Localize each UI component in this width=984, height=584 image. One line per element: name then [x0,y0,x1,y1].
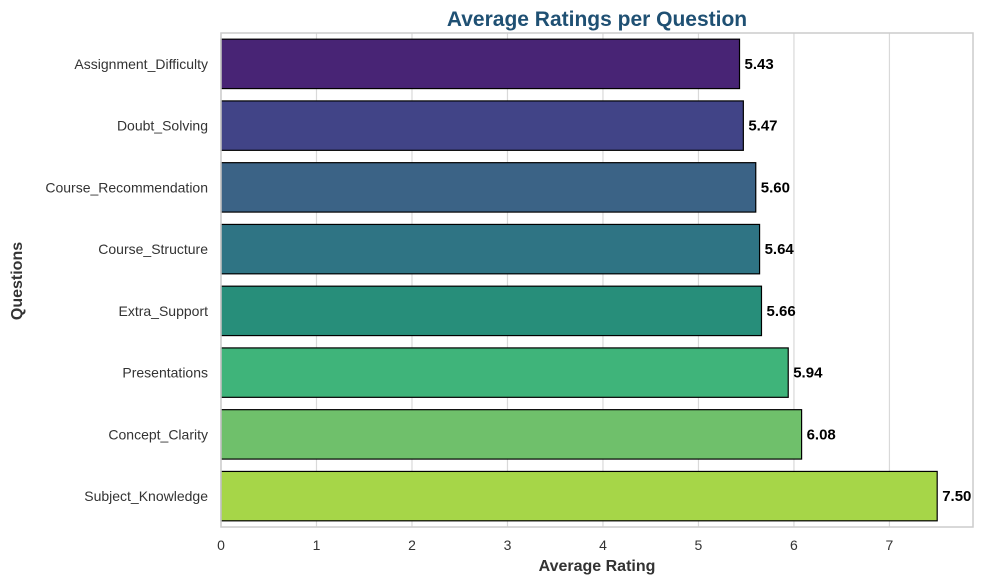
y-tick-label: Presentations [122,365,208,381]
bar-subject-knowledge [220,470,938,522]
x-tick-label: 5 [695,537,703,553]
y-tick-label: Course_Structure [98,241,208,257]
bar-concept-clarity [220,409,803,460]
value-label: 6.08 [807,426,836,443]
y-tick-label: Subject_Knowledge [84,488,208,504]
x-tick-label: 6 [790,537,798,553]
bar-presentations [220,347,789,398]
x-tick-label: 1 [313,537,321,553]
x-tick-label: 2 [408,537,416,553]
value-label: 5.94 [793,365,823,382]
y-tick-label: Doubt_Solving [117,118,208,134]
bar-assignment-difficulty [220,38,741,90]
y-tick-label: Extra_Support [119,303,209,319]
y-tick-label: Concept_Clarity [108,426,208,442]
y-tick-label: Course_Recommendation [45,179,208,195]
plot-frame [220,32,974,528]
y-axis-title: Questions [9,242,26,320]
y-tick-labels: Assignment_Difficulty Doubt_Solving Course… [45,56,208,504]
x-tick-label: 3 [504,537,512,553]
value-label: 5.43 [745,56,774,73]
value-label: 5.66 [766,303,795,320]
bar-course-structure [220,223,761,275]
value-label: 5.47 [748,118,777,135]
chart-title: Average Ratings per Question [447,8,747,31]
value-label: 5.60 [761,179,790,196]
x-axis-title: Average Rating [539,558,656,575]
x-tick-labels: 0 1 2 3 4 5 6 7 [217,537,893,553]
value-label: 7.50 [942,488,971,505]
bar-doubt-solving [220,100,744,151]
x-tick-label: 0 [217,537,225,553]
value-label: 5.64 [765,241,795,258]
x-tick-label: 7 [886,537,894,553]
bar-extra-support [220,285,763,337]
value-labels: 5.43 5.47 5.60 5.64 5.66 5.94 6.08 7.50 [745,56,972,505]
x-tick-label: 4 [599,537,607,553]
bar-course-recommendation [220,162,757,213]
y-tick-label: Assignment_Difficulty [74,56,208,72]
